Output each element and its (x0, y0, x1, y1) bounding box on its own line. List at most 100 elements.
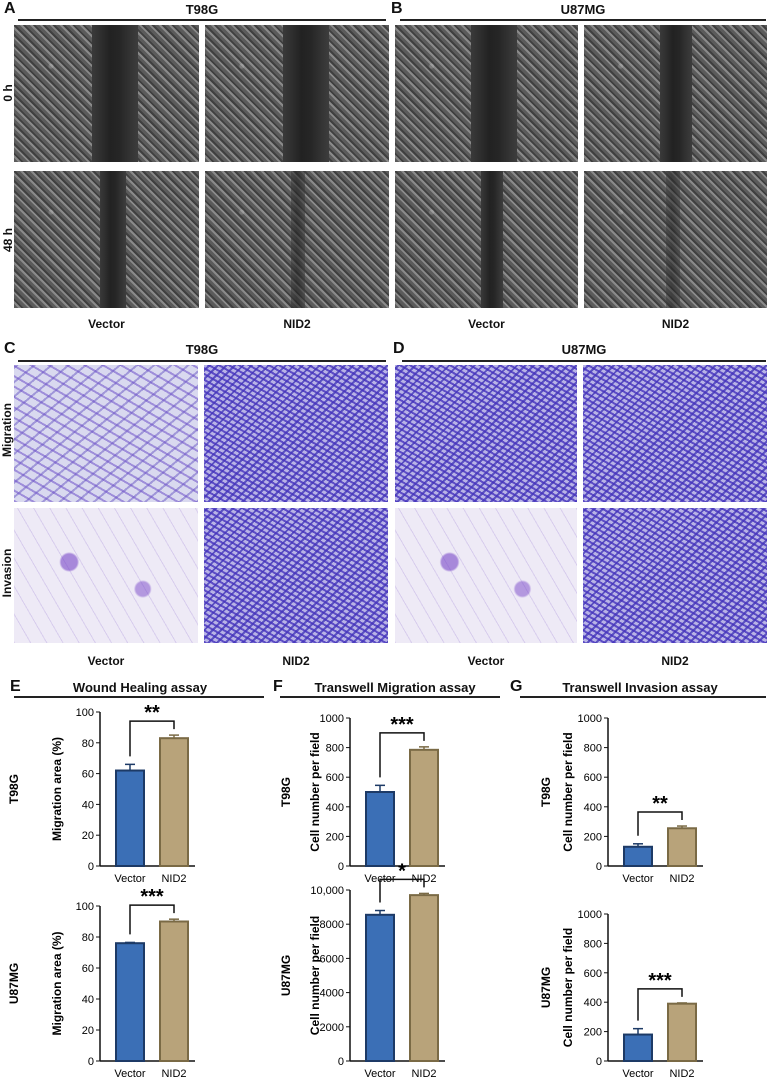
col-label-transwell-nid2-2: NID2 (661, 654, 689, 668)
g2-row-label: U87MG (539, 967, 553, 1008)
wound-image-u87mg-nid2-0h (584, 25, 767, 162)
f1-ytick-label-4: 800 (326, 743, 344, 755)
panel-d-rule (402, 360, 766, 362)
wound-image-t98g-nid2-48h (205, 171, 389, 308)
g2-ytick-label-1: 200 (584, 1027, 602, 1039)
e1-ytick-label-0: 0 (88, 861, 94, 873)
e2-sig-stars: *** (140, 886, 164, 908)
g2-ytick-label-2: 400 (584, 997, 602, 1009)
g2-bar-vector (623, 1033, 653, 1063)
col-label-wound-nid2-2: NID2 (661, 317, 690, 331)
e1-bar-vector (115, 769, 145, 868)
f2-ytick-label-0: 0 (338, 1056, 344, 1068)
e1-ytick-label-1: 20 (82, 830, 94, 842)
col-label-wound-vector-2: Vector (468, 317, 505, 331)
panel-label-b: B (391, 0, 403, 17)
e2-bar-nid2 (159, 920, 189, 1062)
f2-ytick-label-2: 4000 (320, 988, 344, 1000)
f2-ytick-label-3: 6000 (320, 953, 344, 965)
f2-ytick-label-5: 10,000 (310, 885, 344, 897)
panel-f-title: Transwell Migration assay (314, 680, 476, 695)
e1-ytick-label-4: 80 (82, 738, 94, 750)
g2-ytick-label-0: 0 (596, 1056, 602, 1068)
g2-sig-bracket (637, 988, 683, 1021)
e2-ytick-label-2: 40 (82, 994, 94, 1006)
wound-image-t98g-vector-0h (14, 25, 199, 162)
f2-sig-stars: * (398, 860, 406, 882)
e2-xtick-label-0: Vector (114, 1068, 146, 1080)
g2-ytick-label-3: 600 (584, 968, 602, 980)
col-label-transwell-vector-2: Vector (467, 654, 505, 668)
panel-label-g: G (510, 678, 523, 695)
e1-ytick-label-3: 60 (82, 769, 94, 781)
g2-ytick-label-5: 1000 (578, 909, 602, 921)
f1-ytick-label-5: 1000 (320, 713, 344, 725)
transwell-image-t98g-nid2-invasion (204, 508, 388, 643)
panel-label-a: A (4, 0, 16, 17)
f1-ytick-label-3: 600 (326, 772, 344, 784)
panel-g-title: Transwell Invasion assay (562, 680, 718, 695)
f1-sig-bracket (379, 732, 425, 778)
g1-ytick-label-4: 800 (584, 743, 602, 755)
g1-ytick-label-2: 400 (584, 802, 602, 814)
g2-xtick-label-1: NID2 (669, 1068, 694, 1080)
panel-b-rule (400, 19, 766, 21)
e1-xtick-label-0: Vector (114, 873, 146, 885)
e2-sig-bracket (129, 904, 175, 935)
f1-sig-stars: *** (390, 714, 414, 736)
f2-bar-vector (365, 913, 395, 1062)
f1-ylabel: Cell number per field (308, 732, 322, 851)
transwell-image-u87mg-nid2-invasion (583, 508, 767, 643)
f2-sig-bracket (379, 878, 425, 903)
g1-ytick-label-3: 600 (584, 772, 602, 784)
g1-ylabel: Cell number per field (561, 732, 575, 851)
f2-ylabel: Cell number per field (308, 916, 322, 1035)
f2-ytick-label-1: 2000 (320, 1022, 344, 1034)
g2-sig-stars: *** (648, 970, 672, 992)
e2-ytick-label-3: 60 (82, 963, 94, 975)
e2-ylabel: Migration area (%) (50, 931, 64, 1035)
panel-f-rule (280, 696, 500, 698)
g1-ytick-label-1: 200 (584, 831, 602, 843)
panel-a-rule (18, 19, 386, 21)
g1-row-label: T98G (539, 777, 553, 807)
col-label-transwell-nid2-1: NID2 (282, 654, 310, 668)
panel-c-title: T98G (185, 342, 219, 357)
g2-xtick-label-0: Vector (622, 1068, 654, 1080)
panel-c-rule (18, 360, 386, 362)
g1-xtick-label-1: NID2 (669, 873, 694, 885)
f1-ytick-label-0: 0 (338, 861, 344, 873)
e1-sig-bracket (129, 720, 175, 757)
e2-bar-vector (115, 942, 145, 1063)
e1-ytick-label-5: 100 (76, 707, 94, 719)
f2-bar-nid2 (409, 894, 439, 1062)
f1-row-label: T98G (279, 777, 293, 807)
panel-label-d: D (393, 340, 405, 357)
f2-row-label: U87MG (279, 955, 293, 996)
transwell-image-t98g-vector-invasion (14, 508, 198, 643)
col-label-wound-nid2-1: NID2 (283, 317, 311, 331)
panel-e-rule (14, 696, 264, 698)
col-label-wound-vector-1: Vector (88, 317, 125, 331)
panel-e-title: Wound Healing assay (72, 680, 208, 695)
f1-bar-nid2 (409, 748, 439, 868)
col-label-transwell-vector-1: Vector (87, 654, 125, 668)
g2-ytick-label-4: 800 (584, 938, 602, 950)
panel-label-c: C (4, 340, 16, 357)
f1-bar-vector (365, 791, 395, 867)
g1-sig-stars: ** (652, 793, 668, 815)
g1-ytick-label-5: 1000 (578, 713, 602, 725)
e1-row-label: T98G (7, 774, 21, 804)
panel-label-f: F (273, 678, 283, 695)
g1-ytick-label-0: 0 (596, 861, 602, 873)
f2-ytick-label-4: 8000 (320, 919, 344, 931)
e2-xtick-label-1: NID2 (161, 1068, 186, 1080)
e1-bar-nid2 (159, 737, 189, 867)
wound-image-t98g-nid2-0h (205, 25, 389, 162)
e2-ytick-label-1: 20 (82, 1025, 94, 1037)
transwell-image-t98g-nid2-migration (204, 365, 388, 502)
panel-label-e: E (10, 678, 21, 695)
e2-ytick-label-0: 0 (88, 1056, 94, 1068)
g1-sig-bracket (637, 811, 683, 836)
